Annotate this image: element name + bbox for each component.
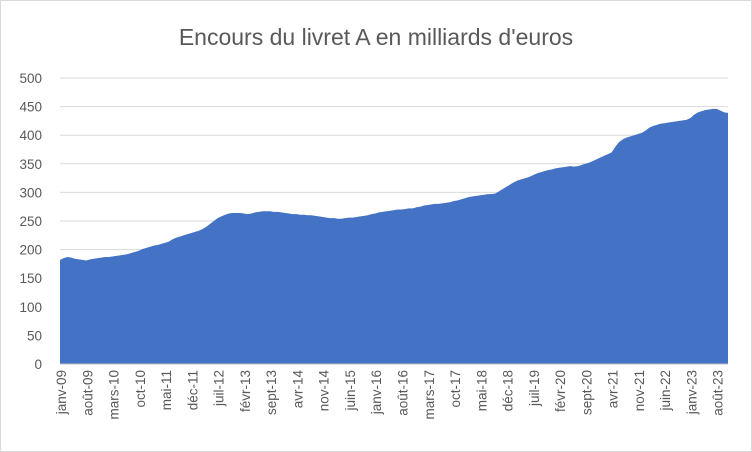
x-tick-label: janv-09 [54,370,69,415]
x-tick-label: sept-13 [264,370,279,415]
x-tick-label: août-16 [396,370,411,416]
x-tick-label: avr-21 [606,370,621,408]
y-tick-label: 300 [19,185,42,200]
y-tick-label: 100 [19,300,42,315]
x-tick-label: nov-14 [317,370,332,412]
x-tick-label: août-23 [711,370,726,416]
x-tick-label: déc-11 [185,370,200,410]
x-tick-label: août-09 [80,370,95,416]
y-tick-label: 150 [19,271,42,286]
x-tick-label: oct-10 [133,370,148,408]
x-tick-label: mars-17 [422,370,437,420]
x-tick-label: mai-18 [474,370,489,411]
y-tick-label: 500 [19,71,42,86]
chart-title: Encours du livret A en milliards d'euros [179,24,573,50]
x-tick-label: oct-17 [448,370,463,408]
y-tick-label: 350 [19,157,42,172]
y-tick-label: 200 [19,243,42,258]
x-tick-label: févr-13 [238,370,253,412]
x-tick-label: juin-22 [658,370,673,412]
x-tick-label: nov-21 [632,370,647,411]
x-axis: janv-09 août-09 mars-10 oct-10 mai-11 déc-11 j… [54,363,728,420]
x-tick-label: juin-15 [343,370,358,412]
y-tick-label: 250 [19,214,42,229]
x-tick-label: févr-20 [553,370,568,412]
series-area [60,108,728,364]
y-tick-label: 50 [27,328,42,343]
area-layer [60,108,728,364]
x-tick-label: mars-10 [107,370,122,420]
x-tick-label: janv-16 [369,370,384,415]
x-tick-label: mai-11 [159,370,174,410]
y-tick-label: 400 [19,128,42,143]
y-axis: 0 50 100 150 200 250 300 350 400 450 500 [19,71,42,372]
x-tick-label: juil-12 [212,370,227,407]
x-tick-label: déc-18 [501,370,516,411]
x-tick-label: avr-14 [290,370,305,409]
x-tick-label: sept-20 [579,370,594,415]
x-tick-label: juil-19 [527,370,542,407]
y-tick-label: 0 [34,357,42,372]
y-tick-label: 450 [19,100,42,115]
x-tick-label: janv-23 [684,370,699,415]
